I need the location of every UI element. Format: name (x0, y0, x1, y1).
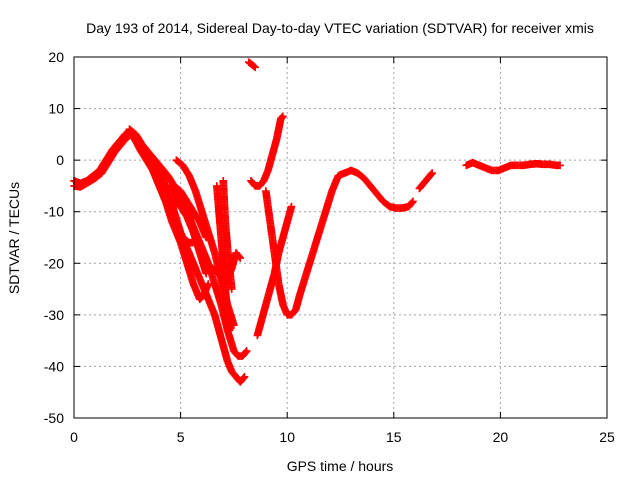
series-arc-l (247, 112, 287, 190)
y-tick-label: -40 (44, 358, 64, 374)
data-point (427, 170, 436, 178)
data-point (279, 112, 287, 121)
series-arc-p (462, 158, 564, 175)
series-arc-o (415, 169, 436, 193)
series-arc-i (213, 182, 234, 335)
chart-title: Day 193 of 2014, Sidereal Day-to-day VTE… (86, 20, 594, 36)
x-tick-label: 0 (70, 429, 78, 445)
data-point (287, 202, 296, 211)
series-arc-d (144, 156, 249, 386)
y-tick-label: 20 (48, 49, 64, 65)
data-point (204, 280, 213, 288)
data-point (236, 254, 245, 262)
data-point (428, 169, 436, 177)
y-tick-label: -50 (44, 410, 64, 426)
y-tick-label: -30 (44, 307, 64, 323)
data-point (556, 161, 564, 170)
data-point (250, 62, 258, 71)
data-points (70, 58, 564, 386)
x-tick-label: 15 (386, 429, 402, 445)
axis-ticks (73, 56, 608, 419)
x-axis-label: GPS time / hours (287, 458, 394, 474)
data-point (242, 348, 250, 356)
y-tick-label: 10 (48, 101, 64, 117)
series-arc-b (70, 130, 200, 247)
y-tick-label: 0 (56, 152, 64, 168)
data-point (235, 253, 244, 261)
tick-labels: 0 5 10 15 20 25 -50 -40 -30 -20 -10 0 10 20 (44, 49, 615, 445)
x-tick-label: 5 (177, 429, 185, 445)
y-tick-label: -20 (44, 255, 64, 271)
x-tick-label: 10 (279, 429, 295, 445)
series-arc-k (245, 58, 260, 72)
series-arc-n (262, 166, 417, 319)
plot-frame (73, 56, 608, 419)
data-point (202, 269, 210, 278)
x-tick-label: 25 (599, 429, 615, 445)
x-tick-label: 20 (493, 429, 509, 445)
data-point (239, 373, 248, 382)
data-point (240, 372, 249, 381)
series-arc-j (219, 176, 236, 293)
data-point (242, 347, 251, 355)
data-point (251, 63, 260, 72)
data-point (227, 285, 236, 293)
data-point (408, 198, 416, 207)
data-point (225, 326, 234, 335)
y-tick-label: -10 (44, 204, 64, 220)
grid-lines (74, 57, 607, 418)
data-point (409, 197, 417, 206)
y-axis-label: SDTVAR / TECUs (6, 182, 22, 294)
